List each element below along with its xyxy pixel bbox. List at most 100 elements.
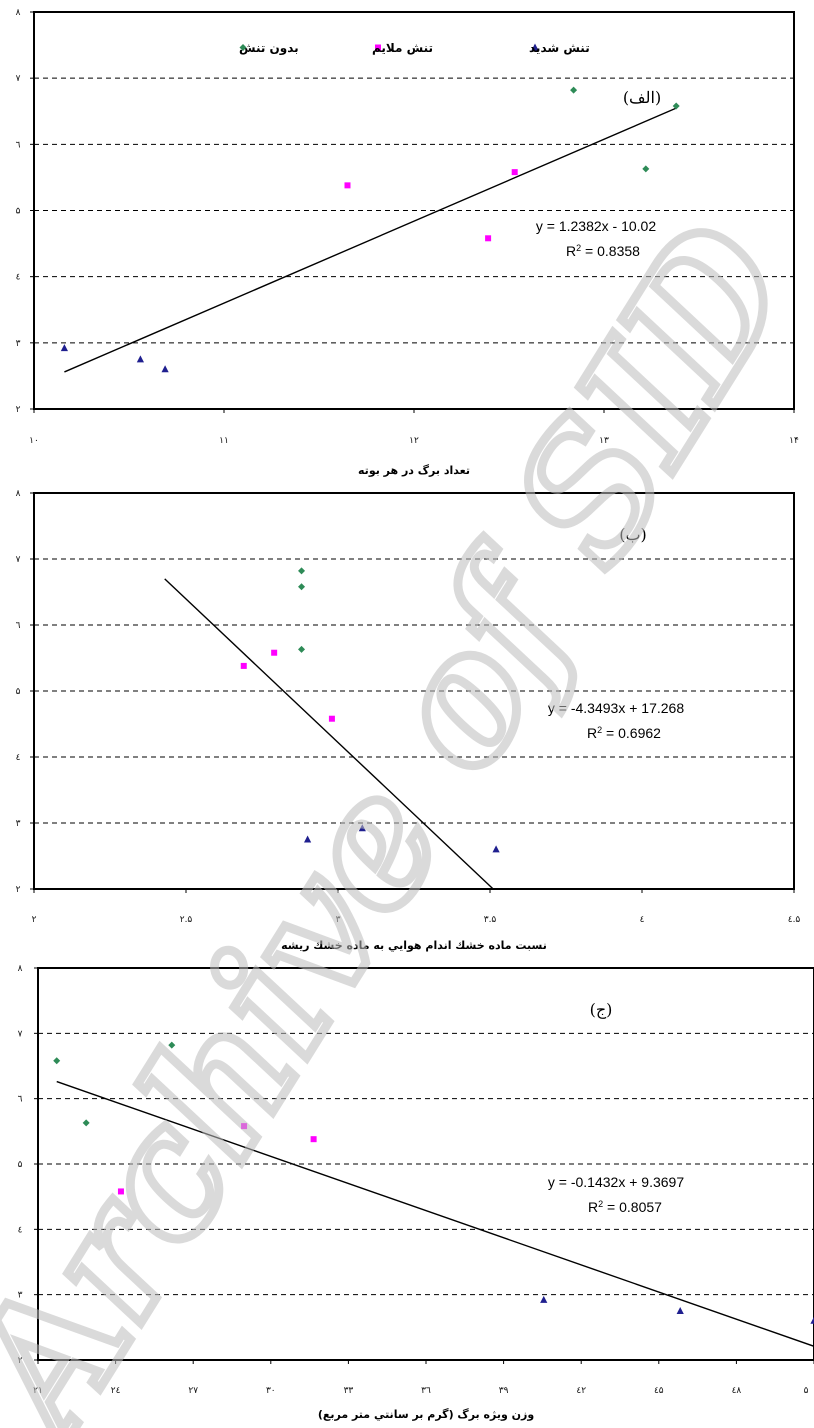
regression-equation: y = 1.2382x - 10.02 bbox=[536, 218, 656, 234]
r-squared-prefix: R bbox=[587, 725, 597, 741]
x-tick-label: ۳.۵ bbox=[484, 915, 497, 925]
data-point-severe-stress bbox=[492, 845, 500, 853]
y-tick-label: ٤ bbox=[16, 753, 21, 763]
data-point-severe-stress bbox=[136, 355, 144, 363]
x-tick-label: ٤۵ bbox=[654, 1386, 664, 1396]
trendline bbox=[164, 578, 494, 890]
y-tick-label: ۵ bbox=[18, 1160, 23, 1170]
x-tick-label: ٤.۵ bbox=[788, 915, 801, 925]
watermark-text: Archive of SID bbox=[0, 193, 814, 1428]
data-point-no-stress bbox=[82, 1119, 90, 1127]
x-tick-label: ۲ bbox=[32, 915, 37, 925]
x-tick-label: ۳٦ bbox=[421, 1386, 431, 1396]
y-tick-label: ۵ bbox=[16, 687, 21, 697]
y-tick-label: ۲ bbox=[16, 885, 21, 895]
chart-legend: بدون تنش تنش ملايم تنش شديد bbox=[239, 41, 590, 56]
x-tick-label: ۱۰ bbox=[29, 436, 39, 446]
data-point-mild-stress bbox=[271, 649, 278, 656]
r-squared-value: = 0.6962 bbox=[602, 725, 661, 741]
data-point-mild-stress bbox=[344, 182, 351, 189]
x-tick-label: ۲۱ bbox=[33, 1386, 43, 1396]
data-point-mild-stress bbox=[310, 1136, 317, 1143]
data-point-severe-stress bbox=[60, 344, 68, 352]
data-point-severe-stress bbox=[161, 365, 169, 373]
x-tick-label: ۳ bbox=[336, 915, 341, 925]
y-tick-label: ٦ bbox=[16, 621, 21, 631]
y-tick-label: ۸ bbox=[16, 489, 21, 499]
y-tick-label: ۷ bbox=[18, 1029, 23, 1039]
data-point-no-stress bbox=[298, 583, 306, 591]
legend-marker-mild-stress bbox=[375, 44, 381, 51]
y-tick-label: ۵ bbox=[16, 207, 21, 217]
regression-equation: y = -0.1432x + 9.3697 bbox=[548, 1174, 684, 1190]
data-point-mild-stress bbox=[328, 715, 335, 722]
x-tick-label: ۳۹ bbox=[499, 1386, 509, 1396]
y-tick-label: ۸ bbox=[18, 964, 23, 974]
data-point-no-stress bbox=[570, 86, 578, 94]
r-squared-value: = 0.8057 bbox=[603, 1199, 662, 1215]
data-point-mild-stress bbox=[241, 1123, 248, 1130]
panel-label: (الف) bbox=[623, 88, 661, 107]
regression-equation: y = -4.3493x + 17.268 bbox=[548, 700, 684, 716]
r-squared-label: R2 = 0.8057 bbox=[588, 1199, 662, 1215]
y-tick-label: ۳ bbox=[16, 819, 21, 829]
x-tick-label: ۲۷ bbox=[188, 1386, 198, 1396]
x-axis-title: تعداد برگ در هر بوته bbox=[358, 463, 470, 477]
x-tick-label: ٤۲ bbox=[576, 1386, 586, 1396]
x-tick-label: ۱۲ bbox=[409, 436, 419, 446]
y-tick-label: ۳ bbox=[18, 1291, 23, 1301]
r-squared-value: = 0.8358 bbox=[581, 243, 640, 259]
data-point-mild-stress bbox=[117, 1188, 124, 1195]
y-tick-label: ۷ bbox=[16, 555, 21, 565]
data-point-mild-stress bbox=[240, 662, 247, 669]
x-tick-label: ٤ bbox=[640, 915, 645, 925]
r-squared-exponent: 2 bbox=[598, 1199, 603, 1209]
y-tick-label: ٤ bbox=[18, 1225, 23, 1235]
data-point-severe-stress bbox=[810, 1316, 814, 1324]
data-point-no-stress bbox=[168, 1041, 176, 1049]
data-point-severe-stress bbox=[676, 1307, 684, 1314]
x-tick-label: ۲.۵ bbox=[180, 915, 193, 925]
data-point-severe-stress bbox=[304, 835, 312, 843]
x-tick-label: ۱۴ bbox=[789, 436, 799, 446]
data-point-mild-stress bbox=[485, 235, 492, 242]
x-axis-title: نسبت ماده خشك اندام هوايي به ماده خشك ري… bbox=[281, 939, 547, 952]
r-squared-label: R2 = 0.8358 bbox=[566, 243, 640, 259]
data-point-no-stress bbox=[298, 645, 306, 653]
x-tick-label: ۳۰ bbox=[266, 1386, 276, 1396]
x-axis-title: وزن ويژه برگ (گرم بر سانتي متر مربع) bbox=[318, 1407, 535, 1421]
x-tick-label: ۲٤ bbox=[111, 1386, 121, 1396]
panel-label: (ب) bbox=[619, 525, 647, 544]
data-point-no-stress bbox=[642, 165, 650, 173]
x-tick-label: ۱۱ bbox=[219, 436, 229, 446]
data-point-no-stress bbox=[53, 1057, 61, 1065]
y-tick-label: ٦ bbox=[18, 1095, 23, 1105]
y-tick-label: ٦ bbox=[16, 140, 21, 150]
data-point-severe-stress bbox=[540, 1295, 548, 1303]
data-point-severe-stress bbox=[358, 824, 366, 832]
y-tick-label: ٤ bbox=[16, 273, 21, 283]
data-point-no-stress bbox=[672, 102, 680, 110]
legend-marker-severe-stress bbox=[531, 43, 539, 51]
r-squared-prefix: R bbox=[566, 243, 576, 259]
y-tick-label: ۲ bbox=[18, 1356, 23, 1366]
y-tick-label: ۲ bbox=[16, 405, 21, 415]
r-squared-prefix: R bbox=[588, 1199, 598, 1215]
trendline bbox=[56, 1080, 814, 1347]
y-tick-label: ۸ bbox=[16, 8, 21, 18]
legend-marker-no-stress bbox=[239, 44, 247, 51]
chart-panel-2: ۲ ۳ ٤ ۵ ٦ ۷ ۸ ۲ ۲.۵ ۳ ۳.۵ ٤ ٤.۵ نسبت ماده خشك اندام ه… bbox=[16, 489, 801, 952]
panel-label: (ج) bbox=[590, 1000, 613, 1019]
y-tick-label: ۳ bbox=[16, 339, 21, 349]
r-squared-label: R2 = 0.6962 bbox=[587, 725, 661, 741]
x-tick-label: ۱۳ bbox=[599, 436, 609, 446]
data-point-no-stress bbox=[298, 567, 306, 575]
y-tick-label: ۷ bbox=[16, 74, 21, 84]
chart-panel-1: ۲ ۳ ٤ ۵ ٦ ۷ ۸ ۱۰ ۱۱ ۱۲ ۱۳ ۱۴ تعداد برگ در هر بوته (ال… bbox=[16, 8, 799, 477]
x-tick-label: ۳۳ bbox=[344, 1386, 354, 1396]
x-tick-label: ۵ bbox=[804, 1386, 809, 1396]
legend-label: تنش شديد bbox=[529, 41, 590, 55]
r-squared-exponent: 2 bbox=[576, 243, 581, 253]
